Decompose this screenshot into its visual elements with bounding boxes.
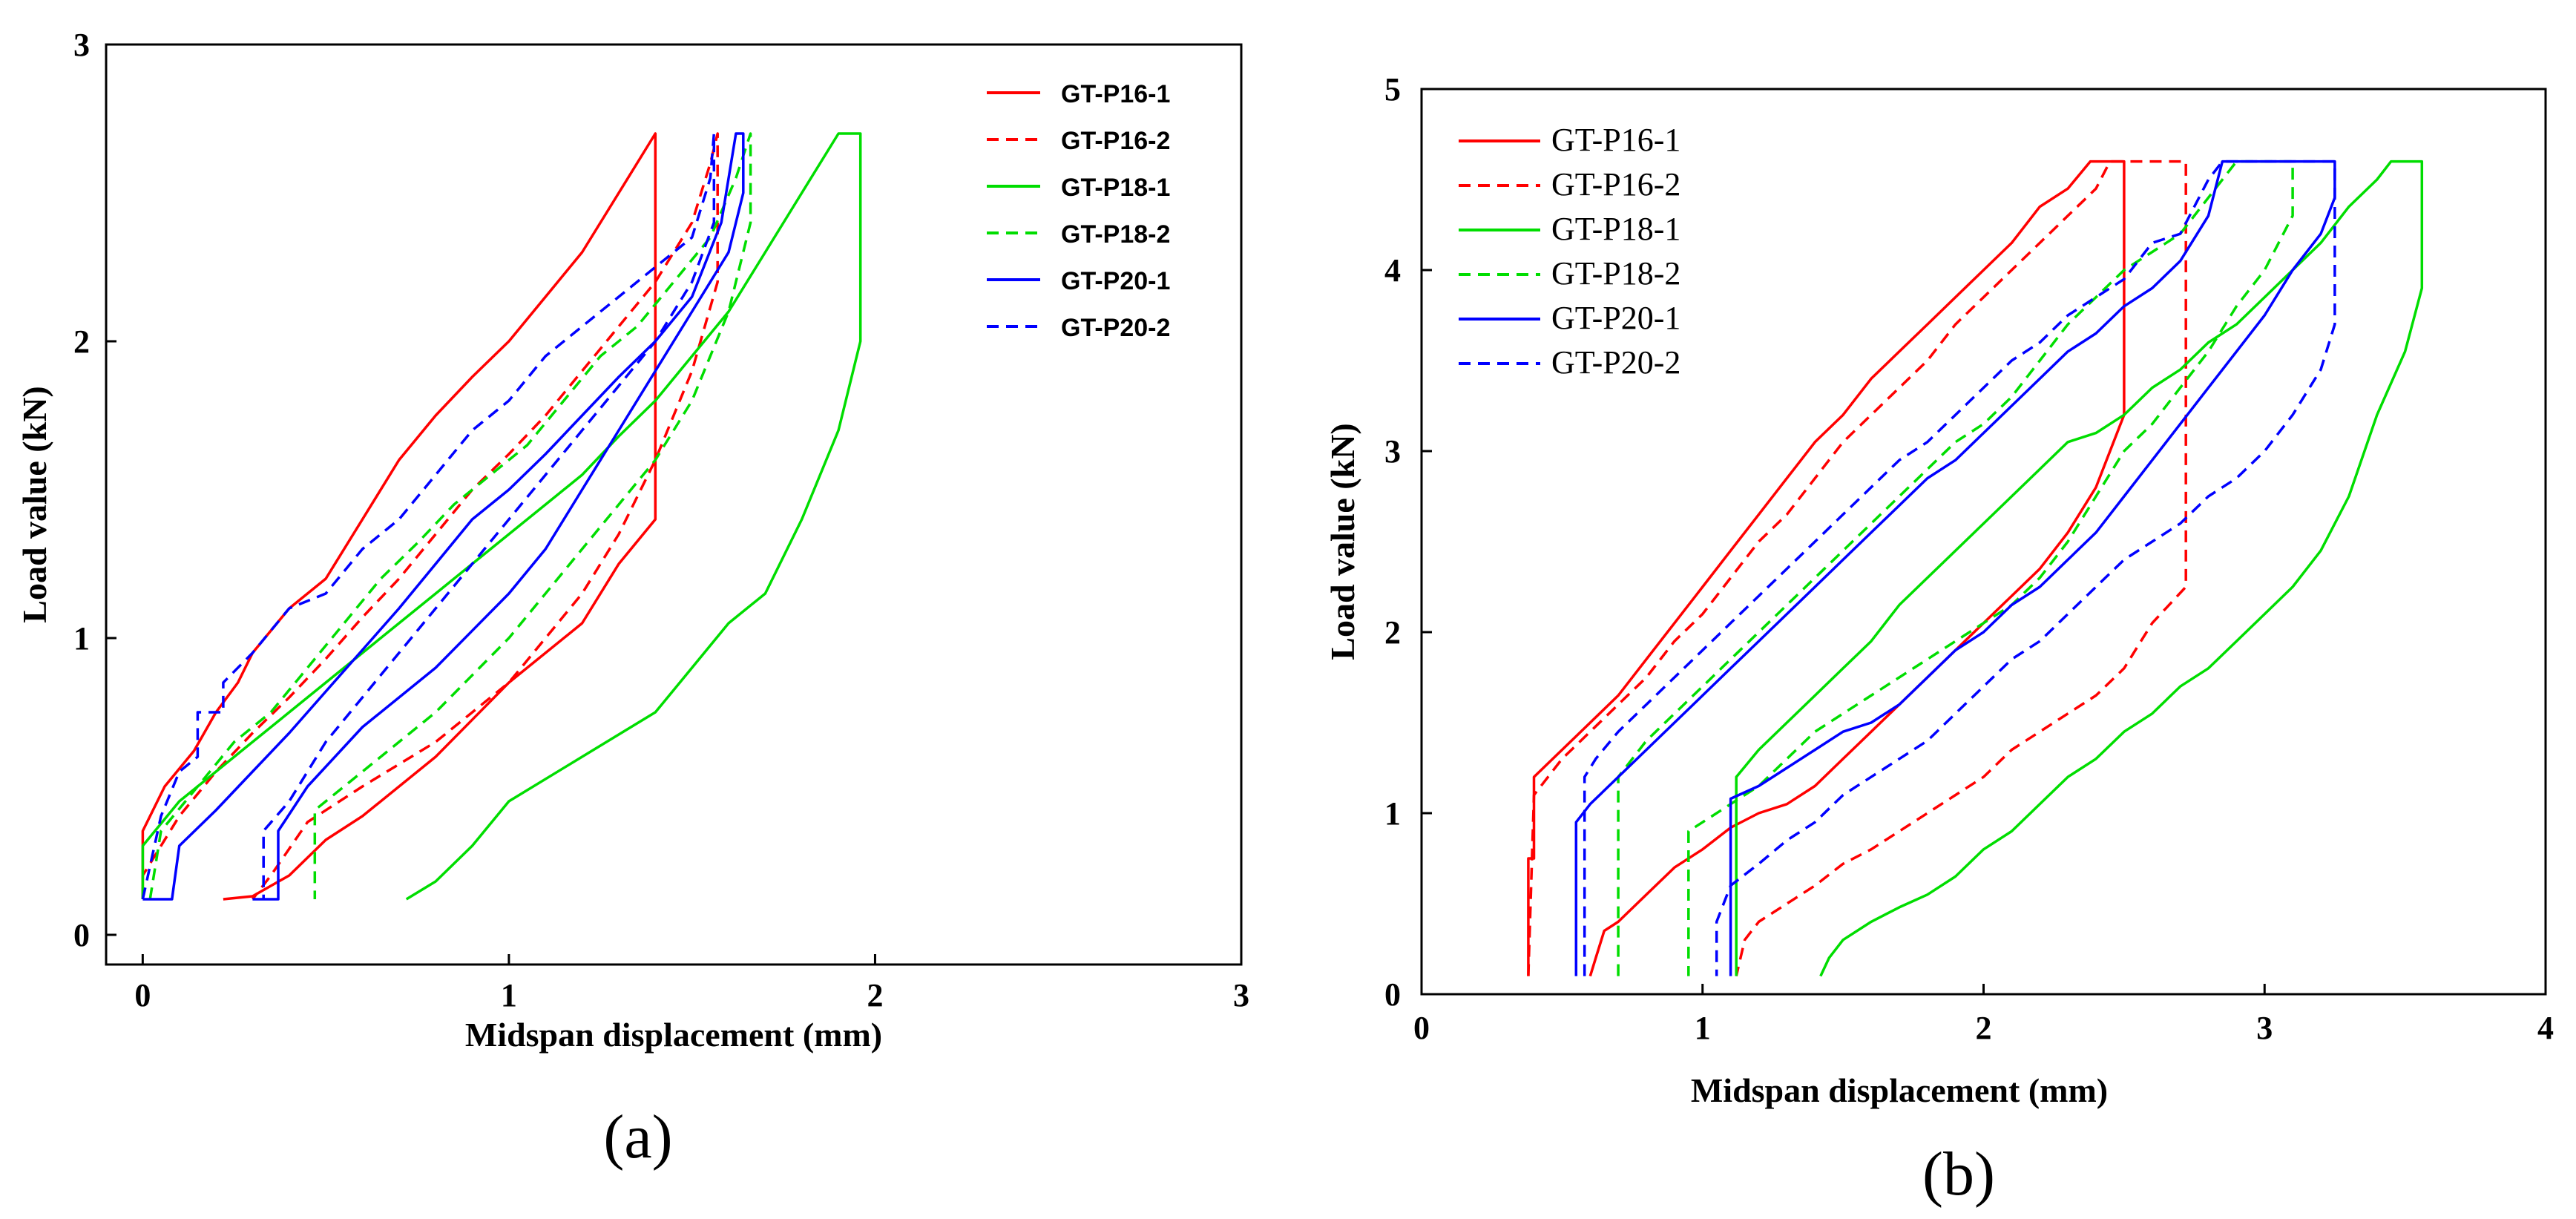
panel-a-chart: 0 1 2 3 0 1 2 3 GT-P16-1 GT-P16-2 GT-P18-1 GT-P18-… xyxy=(16,27,1249,1172)
panel-b-legend-label: GT-P18-2 xyxy=(1551,255,1680,292)
panel-a-letter: (a) xyxy=(603,1103,672,1172)
panel-a-legend: GT-P16-1 GT-P16-2 GT-P18-1 GT-P18-2 GT-P20-1… xyxy=(987,80,1170,342)
panel-a-x-axis-title: Midspan displacement (mm) xyxy=(465,1016,882,1054)
panel-b-y-axis-title: Load value (kN) xyxy=(1324,423,1361,660)
panel-a-series xyxy=(141,132,862,901)
panel-a-x-tick-label: 0 xyxy=(134,977,151,1013)
panel-b-legend-label: GT-P18-1 xyxy=(1551,211,1680,247)
panel-b-y-tick-label: 4 xyxy=(1384,252,1401,289)
panel-a-y-tick-label: 1 xyxy=(73,620,90,657)
panel-b-y-tick-label: 2 xyxy=(1384,614,1401,651)
panel-b-legend-label: GT-P20-2 xyxy=(1551,344,1680,381)
panel-a-legend-label: GT-P18-2 xyxy=(1061,220,1170,249)
panel-b-series-gt-p20-2 xyxy=(1583,160,2336,976)
panel-b-series-gt-p18-2 xyxy=(1617,160,2294,976)
panel-b-y-tick-label: 1 xyxy=(1384,795,1401,832)
panel-b-x-tick-label: 2 xyxy=(1976,1010,1992,1046)
panel-a-plot-frame xyxy=(105,43,1243,966)
panel-a-legend-label: GT-P16-1 xyxy=(1061,80,1170,108)
panel-a-x-tick-label: 3 xyxy=(1233,977,1249,1013)
panel-b-x-axis-title: Midspan displacement (mm) xyxy=(1691,1071,2108,1109)
panel-b-legend: GT-P16-1 GT-P16-2 GT-P18-1 GT-P18-2 GT-P20-1… xyxy=(1459,122,1680,381)
panel-b-legend-label: GT-P16-2 xyxy=(1551,166,1680,203)
panel-b-x-tick-label: 0 xyxy=(1413,1010,1430,1046)
panel-a-series-gt-p20-1 xyxy=(142,132,745,901)
panel-b-letter: (b) xyxy=(1922,1140,1995,1209)
panel-a-ticks: 0 1 2 3 0 1 2 3 xyxy=(73,27,1249,1013)
panel-b-legend-label: GT-P16-1 xyxy=(1551,122,1680,158)
panel-a-y-tick-label: 2 xyxy=(73,323,90,360)
panel-a-legend-label: GT-P20-2 xyxy=(1061,314,1170,342)
panel-a-series-gt-p16-2 xyxy=(141,132,719,901)
panel-b-x-tick-label: 4 xyxy=(2537,1010,2554,1046)
panel-b-series-gt-p16-1 xyxy=(1527,160,2126,977)
panel-b-y-tick-label: 0 xyxy=(1384,976,1401,1013)
panel-a-y-axis-title: Load value (kN) xyxy=(16,386,53,622)
panel-b-ticks: 0 1 2 3 4 0 1 2 3 4 5 xyxy=(1384,71,2554,1046)
panel-a-legend-label: GT-P18-1 xyxy=(1061,174,1170,202)
panel-b-x-tick-label: 3 xyxy=(2256,1010,2273,1046)
panel-a-legend-label: GT-P20-1 xyxy=(1061,267,1170,295)
panel-b-series-gt-p16-2 xyxy=(1527,160,2187,976)
panel-a-series-gt-p16-1 xyxy=(141,132,657,901)
panel-b-y-tick-label: 5 xyxy=(1384,71,1401,108)
panel-a-x-tick-label: 2 xyxy=(867,977,883,1013)
panel-b-series-gt-p18-1 xyxy=(1735,160,2424,977)
panel-b-series-gt-p20-1 xyxy=(1574,160,2336,976)
panel-a-series-gt-p20-2 xyxy=(141,132,716,900)
panel-a-x-tick-label: 1 xyxy=(501,977,517,1013)
panel-a-y-tick-label: 3 xyxy=(73,27,90,63)
panel-a-legend-label: GT-P16-2 xyxy=(1061,127,1170,155)
panel-b-y-tick-label: 3 xyxy=(1384,433,1401,470)
panel-a-series-gt-p18-1 xyxy=(141,132,862,901)
panel-b-legend-label: GT-P20-1 xyxy=(1551,300,1680,336)
panel-b-x-tick-label: 1 xyxy=(1695,1010,1711,1046)
panel-b-series xyxy=(1527,160,2424,977)
panel-a-series-gt-p18-2 xyxy=(148,132,752,900)
panel-a-y-tick-label: 0 xyxy=(73,917,90,953)
